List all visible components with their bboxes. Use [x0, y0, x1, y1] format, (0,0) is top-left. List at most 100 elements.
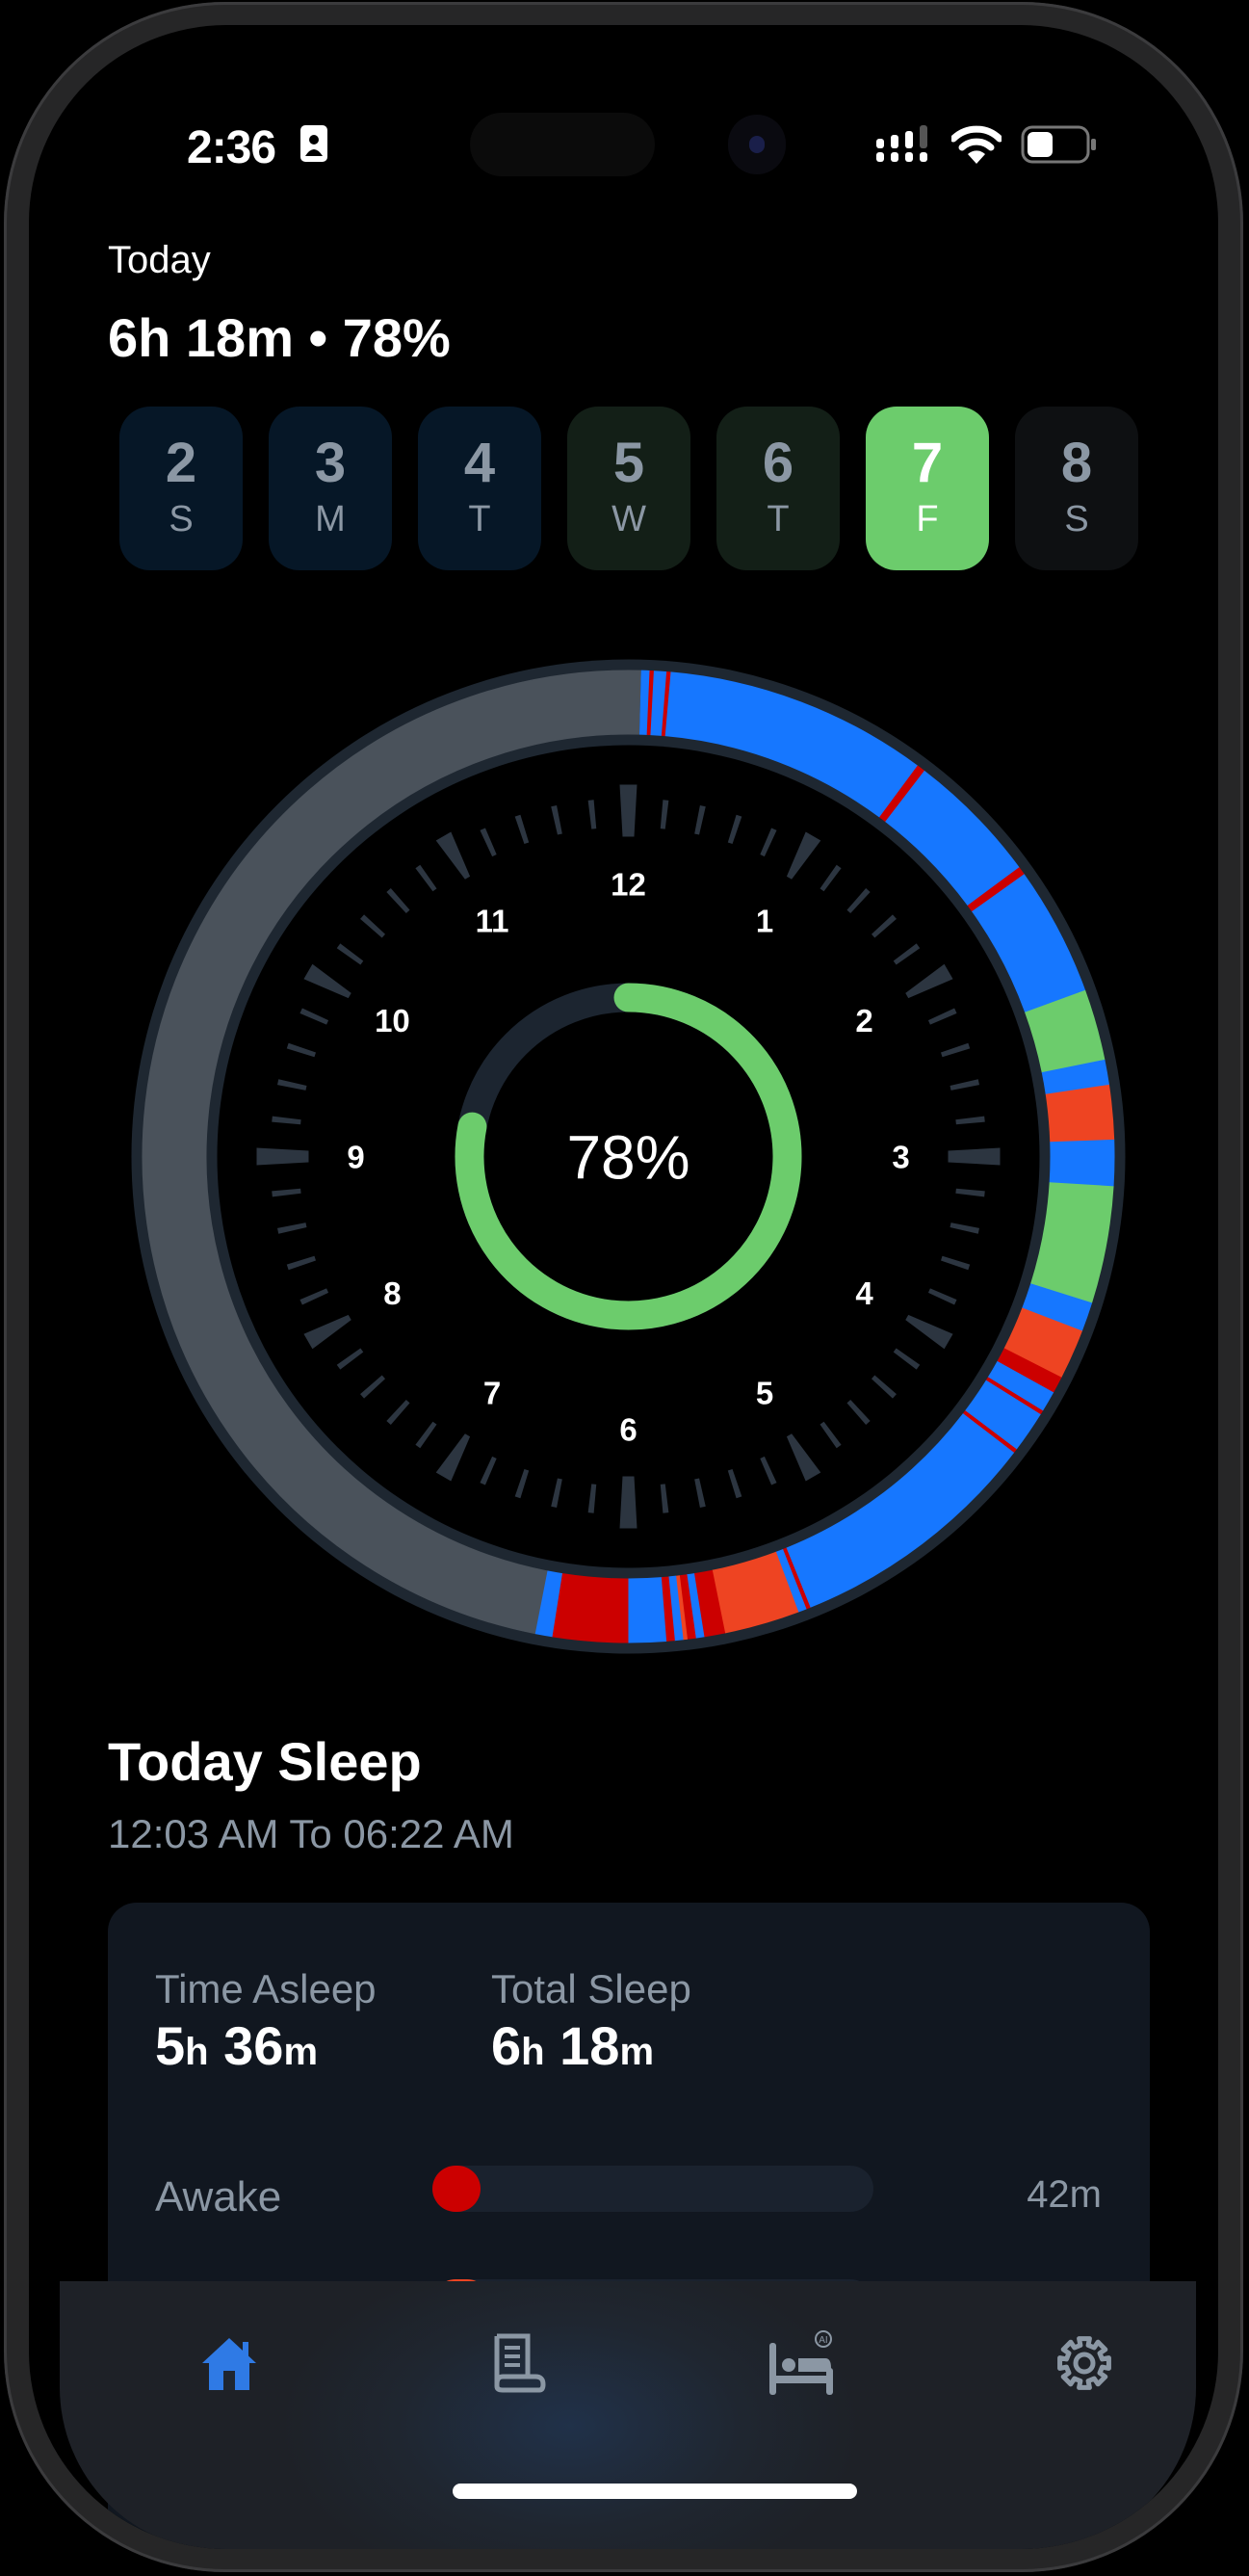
minute-tick	[587, 800, 597, 829]
minute-tick	[871, 914, 897, 938]
minute-tick	[272, 1188, 301, 1197]
svg-text:AI: AI	[819, 2335, 827, 2346]
day-letter: S	[169, 499, 194, 539]
header-summary: 6h 18m • 78%	[108, 307, 451, 368]
signal-icon	[876, 125, 927, 162]
clock-face	[217, 745, 1040, 1568]
minute-tick	[386, 1399, 410, 1425]
hour-tick	[786, 1433, 821, 1482]
hour-label: 6	[619, 1412, 637, 1448]
score-ring-progress	[455, 983, 802, 1330]
sleep-segment-core	[664, 671, 919, 818]
minute-tick	[694, 1478, 706, 1508]
minute-tick	[299, 1288, 329, 1305]
sleep-segment-awake	[997, 1348, 1062, 1393]
minute-tick	[277, 1222, 307, 1234]
sleep-range: 12:03 AM To 06:22 AM	[108, 1811, 514, 1856]
stage-label: Awake	[155, 2173, 282, 2221]
hour-tick	[303, 963, 351, 999]
stage-bar-fill	[432, 2166, 481, 2212]
minute-tick	[927, 1288, 957, 1305]
sleep-segment-awake	[693, 1569, 726, 1638]
minute-tick	[480, 828, 497, 857]
minute-tick	[955, 1188, 985, 1197]
hour-tick	[435, 1433, 471, 1482]
day-letter: T	[767, 499, 790, 539]
day-letter: M	[315, 499, 346, 539]
sleep-segment-awake	[878, 765, 925, 823]
sleep-segment-core	[534, 1570, 563, 1638]
tab-home[interactable]	[191, 2325, 268, 2402]
minute-tick	[760, 828, 777, 857]
hour-label: 5	[756, 1376, 773, 1411]
minute-tick	[871, 1375, 897, 1399]
wifi-icon	[951, 125, 1002, 164]
status-time: 2:36	[187, 122, 276, 173]
sleep-segment-awake	[985, 1377, 1044, 1415]
time-asleep-value: 5h 36m	[155, 2015, 319, 2076]
minute-tick	[360, 914, 386, 938]
minute-tick	[514, 1468, 530, 1499]
sleep-segment-core	[987, 1360, 1054, 1411]
minute-tick	[415, 864, 437, 892]
minute-tick	[694, 805, 706, 835]
contact-card-icon	[300, 125, 327, 162]
sleep-segment-deep	[1029, 1181, 1114, 1303]
sleep-segment-core	[964, 1380, 1041, 1450]
hour-label: 11	[476, 903, 509, 938]
minute-tick	[820, 864, 842, 892]
minute-tick	[286, 1042, 317, 1058]
hour-label: 7	[483, 1376, 501, 1411]
day-letter: W	[611, 499, 646, 539]
sleep-segment-core	[1049, 1139, 1115, 1187]
minute-tick	[286, 1255, 317, 1271]
minute-tick	[846, 888, 871, 914]
header-label: Today	[108, 239, 211, 281]
tab-ai-sleep[interactable]: AI	[763, 2325, 840, 2402]
minute-tick	[480, 1456, 497, 1485]
ai-sleep-bed-icon: AI	[769, 2330, 833, 2395]
home-indicator[interactable]	[453, 2484, 857, 2499]
sleep-segment-core	[687, 1573, 705, 1639]
hour-label: 2	[855, 1003, 872, 1038]
minute-tick	[551, 1478, 562, 1508]
sleep-segment-awake	[967, 867, 1025, 912]
sleep-segment-rem	[675, 1575, 689, 1641]
minute-tick	[514, 814, 530, 845]
sleep-segment-awake	[661, 1576, 675, 1642]
minute-tick	[950, 1079, 979, 1091]
minute-tick	[927, 1008, 957, 1025]
day-number: 4	[463, 432, 496, 494]
home-icon	[202, 2338, 256, 2390]
tab-journal[interactable]	[480, 2325, 557, 2402]
day-number: 6	[762, 432, 794, 494]
journal-icon	[494, 2333, 546, 2393]
hour-tick	[948, 1147, 1001, 1166]
sleep-segment-rem	[1003, 1307, 1082, 1379]
sleep-segment-awake	[962, 1410, 1017, 1454]
camera	[728, 115, 786, 174]
sleep-segment-core	[650, 670, 667, 736]
hour-label: 12	[611, 867, 646, 903]
sleep-segment-core	[627, 1577, 667, 1643]
sleep-segment-core	[668, 1575, 684, 1642]
dynamic-island	[470, 113, 655, 176]
minute-tick	[950, 1222, 979, 1234]
tab-settings[interactable]	[1046, 2325, 1123, 2402]
minute-tick	[660, 1484, 669, 1513]
hour-tick	[905, 1314, 953, 1350]
hour-label: 4	[855, 1275, 873, 1311]
minute-tick	[336, 1348, 364, 1370]
hour-label: 1	[756, 903, 773, 938]
hour-tick	[786, 831, 821, 880]
sleep-segment-core	[775, 1548, 807, 1613]
score-text: 78%	[566, 1123, 690, 1193]
